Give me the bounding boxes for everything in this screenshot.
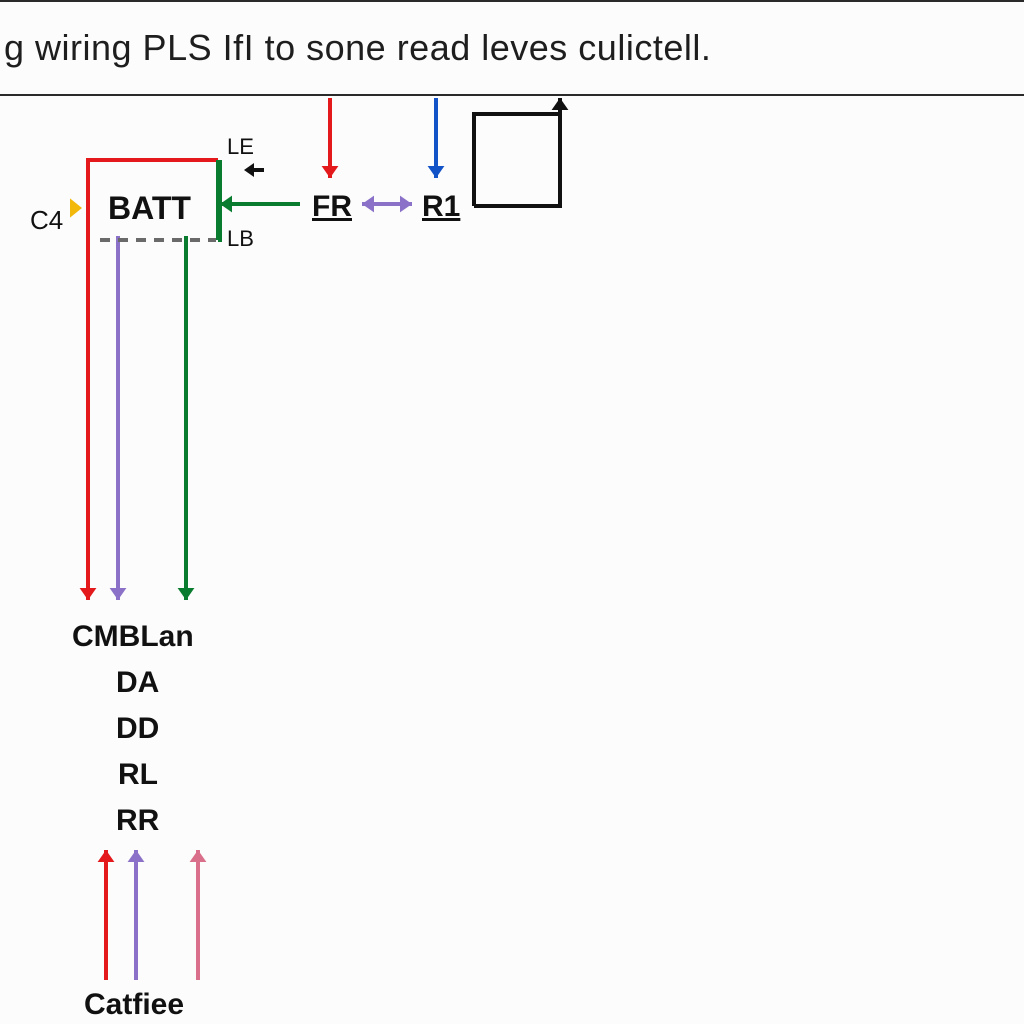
title-bar: g wiring PLS IfI to sone read leves culi…: [0, 0, 1024, 96]
diagram-svg: [0, 0, 1024, 1024]
label-da: DA: [116, 666, 159, 700]
label-c4: C4: [30, 205, 63, 236]
label-lb: LB: [227, 226, 254, 252]
diagram-page: g wiring PLS IfI to sone read leves culi…: [0, 0, 1024, 1024]
label-rr: RR: [116, 804, 159, 838]
label-catf: Catfiee: [84, 988, 184, 1022]
label-le: LE: [227, 134, 254, 160]
title-text: g wiring PLS IfI to sone read leves culi…: [4, 27, 711, 69]
label-dd: DD: [116, 712, 159, 746]
label-fr: FR: [312, 190, 352, 224]
label-r1: R1: [422, 190, 460, 224]
label-batt: BATT: [108, 190, 191, 227]
label-rl: RL: [118, 758, 158, 792]
label-cmb: CMBLan: [72, 620, 194, 654]
